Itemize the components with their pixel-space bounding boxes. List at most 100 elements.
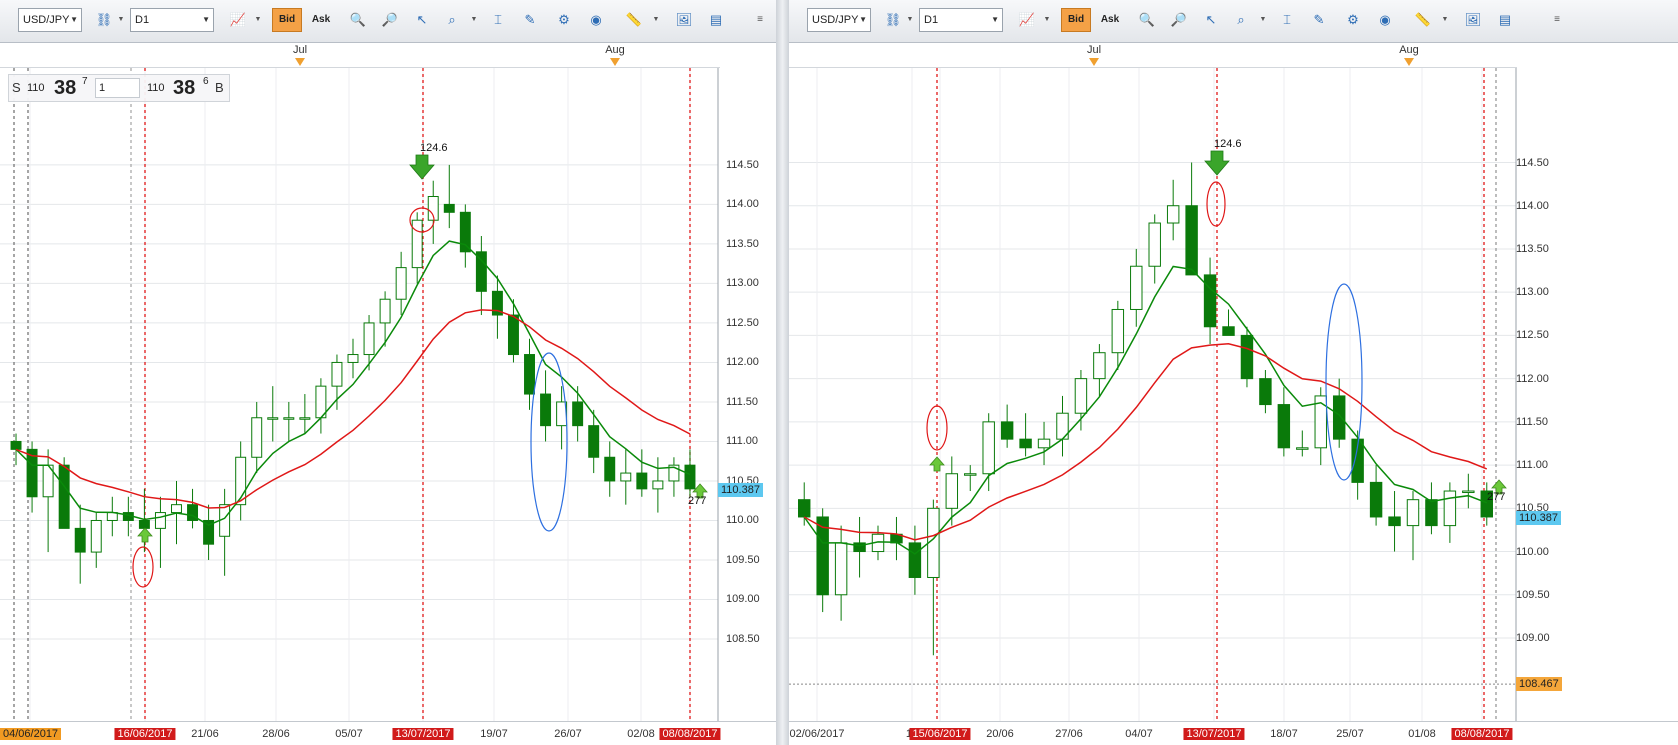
link-icon[interactable]: ⛓ bbox=[95, 12, 113, 27]
amount-input[interactable]: 1 bbox=[95, 78, 140, 98]
chevron-down-icon[interactable]: ▼ bbox=[1043, 16, 1051, 23]
candle-bearish bbox=[1203, 274, 1217, 328]
x-tick-label: 04/06/2017 bbox=[0, 728, 62, 740]
sell-price-pips[interactable]: 38 bbox=[54, 77, 77, 99]
chevron-down-icon[interactable]: ▼ bbox=[1259, 16, 1267, 23]
cursor-icon[interactable]: ↖ bbox=[416, 12, 428, 27]
candle-bullish bbox=[299, 417, 311, 420]
y-tick-label: 110.00 bbox=[1516, 545, 1549, 558]
layout-icon[interactable]: ▤ bbox=[709, 12, 723, 27]
link-icon[interactable]: ⛓ bbox=[884, 12, 902, 27]
candle-bullish bbox=[171, 504, 182, 514]
price-chart[interactable]: 124.6 277 114.50 114.00 113.50 113.00 112.50 1… bbox=[0, 68, 776, 721]
chevron-down-icon[interactable]: ▼ bbox=[254, 16, 262, 23]
ask-button[interactable]: Ask bbox=[311, 14, 331, 25]
chart-pane-left: USD/JPY ▼ ⛓ ▼ D1 ▼ 📈 ▼ Bid Ask 🔍 🔎 ↖ ⌕ ▼ ⌶… bbox=[0, 0, 776, 745]
chart-type-icon[interactable]: 📈 bbox=[229, 12, 247, 27]
pane-splitter[interactable] bbox=[776, 0, 789, 745]
zoom-in-icon[interactable]: 🔍 bbox=[1138, 12, 1156, 27]
zoom-out-icon[interactable]: 🔎 bbox=[1170, 12, 1188, 27]
buy-price-frac[interactable]: 6 bbox=[203, 76, 209, 87]
buy-arrow-icon bbox=[692, 483, 708, 499]
candle-bearish bbox=[1332, 395, 1346, 440]
candle-bullish bbox=[379, 298, 391, 324]
crosshair-icon[interactable]: ⌶ bbox=[1283, 12, 1291, 27]
sell-label[interactable]: S bbox=[12, 80, 21, 95]
candle-bullish bbox=[1130, 265, 1143, 310]
symbol-select[interactable]: USD/JPY ▼ bbox=[18, 8, 82, 32]
ruler-icon[interactable]: 📏 bbox=[625, 12, 643, 27]
screenshot-icon[interactable]: 🖼 bbox=[1464, 12, 1482, 27]
buy-arrow-icon bbox=[929, 456, 945, 472]
chevron-down-icon[interactable]: ▼ bbox=[470, 16, 478, 23]
candle-bullish bbox=[106, 512, 118, 521]
candle-bullish bbox=[1314, 395, 1327, 449]
magnifier-icon[interactable]: ⌕ bbox=[448, 12, 456, 27]
indicators-icon[interactable]: ⚙ bbox=[558, 12, 570, 27]
candle-bullish bbox=[1037, 438, 1051, 449]
sell-price-big[interactable]: 110 bbox=[27, 82, 45, 94]
timeframe-value: D1 bbox=[924, 14, 939, 26]
y-tick-label: 110.00 bbox=[726, 514, 759, 527]
chart-svg[interactable]: 124.6 277 bbox=[789, 68, 1678, 721]
candle-bearish bbox=[1259, 378, 1272, 406]
current-price-tag: 110.387 bbox=[1516, 511, 1561, 526]
candle-bullish bbox=[363, 322, 375, 356]
candle-bearish bbox=[1019, 438, 1032, 449]
ema-fast-line bbox=[803, 265, 1488, 555]
edit-icon[interactable]: ✎ bbox=[524, 12, 536, 27]
menu-icon[interactable]: ≡ bbox=[757, 14, 763, 25]
quick-trade-panel[interactable]: S 110 38 7 1 110 38 6 B bbox=[8, 74, 230, 102]
layout-icon[interactable]: ▤ bbox=[1498, 12, 1512, 27]
chevron-down-icon: ▼ bbox=[859, 15, 867, 24]
buy-price-big[interactable]: 110 bbox=[147, 82, 165, 94]
chart-svg[interactable]: 124.6 277 bbox=[0, 68, 776, 721]
candle-bearish bbox=[203, 519, 215, 545]
ask-button[interactable]: Ask bbox=[1100, 14, 1120, 25]
price-chart[interactable]: 124.6 277 114.50 114.00 113.50 113.00 112.50 1… bbox=[789, 68, 1678, 721]
highlight-ellipse-red bbox=[409, 207, 435, 233]
chevron-down-icon[interactable]: ▼ bbox=[1441, 16, 1449, 23]
candle-bullish bbox=[411, 219, 423, 269]
zoom-out-icon[interactable]: 🔎 bbox=[381, 12, 399, 27]
candle-bullish bbox=[1443, 490, 1457, 527]
chart-type-icon[interactable]: 📈 bbox=[1018, 12, 1036, 27]
bid-button[interactable]: Bid bbox=[272, 8, 302, 32]
globe-icon[interactable]: ◉ bbox=[590, 12, 602, 27]
y-tick-label: 112.50 bbox=[726, 316, 759, 329]
buy-arrow-icon bbox=[137, 527, 153, 543]
edit-icon[interactable]: ✎ bbox=[1313, 12, 1325, 27]
timeframe-select[interactable]: D1 ▼ bbox=[919, 8, 1003, 32]
bid-button[interactable]: Bid bbox=[1061, 8, 1091, 32]
screenshot-icon[interactable]: 🖼 bbox=[675, 12, 693, 27]
symbol-select[interactable]: USD/JPY ▼ bbox=[807, 8, 871, 32]
timeframe-select[interactable]: D1 ▼ bbox=[130, 8, 214, 32]
globe-icon[interactable]: ◉ bbox=[1379, 12, 1391, 27]
zoom-in-icon[interactable]: 🔍 bbox=[349, 12, 367, 27]
month-label: Aug bbox=[605, 44, 625, 56]
month-marker-icon bbox=[610, 58, 620, 66]
chevron-down-icon[interactable]: ▼ bbox=[117, 16, 125, 23]
magnifier-icon[interactable]: ⌕ bbox=[1237, 12, 1245, 27]
level-price-tag: 108.467 bbox=[1516, 677, 1562, 692]
y-tick-label: 108.50 bbox=[726, 633, 760, 645]
crosshair-icon[interactable]: ⌶ bbox=[494, 12, 502, 27]
buy-price-pips[interactable]: 38 bbox=[173, 77, 196, 99]
y-tick-label: 113.00 bbox=[1516, 286, 1549, 299]
x-tick-label: 18/07 bbox=[1270, 728, 1298, 740]
cursor-icon[interactable]: ↖ bbox=[1205, 12, 1217, 27]
candle-bullish bbox=[283, 417, 295, 420]
sell-price-frac[interactable]: 7 bbox=[82, 76, 88, 87]
candle-bearish bbox=[1425, 499, 1438, 527]
buy-label[interactable]: B bbox=[215, 80, 224, 95]
x-tick-label: 04/07 bbox=[1125, 728, 1153, 740]
menu-icon[interactable]: ≡ bbox=[1554, 14, 1560, 25]
chevron-down-icon[interactable]: ▼ bbox=[652, 16, 660, 23]
ruler-icon[interactable]: 📏 bbox=[1414, 12, 1432, 27]
chevron-down-icon[interactable]: ▼ bbox=[906, 16, 914, 23]
indicators-icon[interactable]: ⚙ bbox=[1347, 12, 1359, 27]
x-tick-label: 08/08/2017 bbox=[1451, 728, 1513, 740]
month-label: Aug bbox=[1399, 44, 1419, 56]
candle-bearish bbox=[1351, 438, 1364, 483]
highlight-ellipse-red bbox=[1206, 181, 1226, 227]
